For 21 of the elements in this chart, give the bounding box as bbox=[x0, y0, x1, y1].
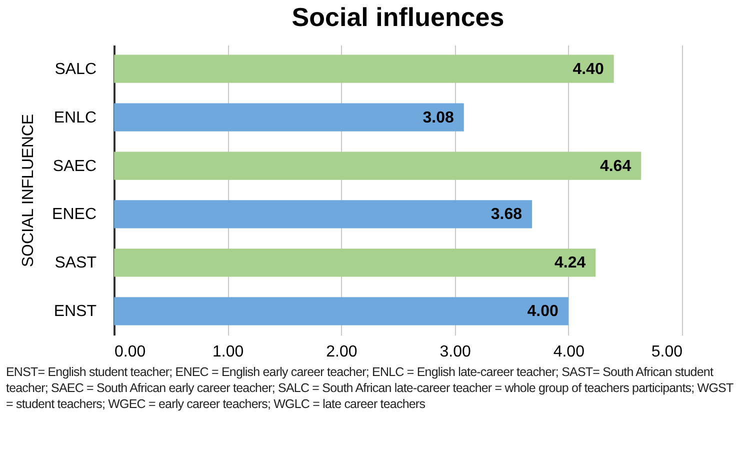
x-tick-label: 1.00 bbox=[212, 344, 244, 360]
y-tick-label: ENLC bbox=[54, 109, 96, 126]
y-tick-label: ENEC bbox=[52, 206, 96, 224]
y-tick-label: SAST bbox=[54, 254, 97, 272]
y-tick-label: SALC bbox=[54, 60, 96, 78]
data-label: 4.24 bbox=[554, 254, 586, 272]
data-label: 4.00 bbox=[527, 303, 558, 320]
data-label: 4.64 bbox=[600, 158, 632, 175]
y-axis-title: SOCIAL INFLUENCE bbox=[20, 114, 38, 268]
data-label: 3.68 bbox=[490, 206, 522, 224]
y-tick-label: SAEC bbox=[52, 158, 96, 175]
text: ENST= English student teacher; ENEC = English early career teacher; ENLC = English late-career teacher; SAST= South African student teacher; SAEC = South African early career teacher; SALC = South African late-career teacher = whole group of teachers participants; WGST = student teachers; WGEC = early career teachers; WGLC = late career teachers bbox=[6, 364, 733, 412]
x-tick-label: 4.00 bbox=[553, 344, 585, 360]
y-tick-label: ENST bbox=[54, 303, 97, 320]
x-tick-label: 2.00 bbox=[326, 344, 358, 360]
chart-title: Social influences bbox=[292, 2, 504, 32]
data-label: 4.40 bbox=[572, 60, 604, 78]
x-tick-label: 3.00 bbox=[440, 344, 471, 360]
x-tick-label: 5.00 bbox=[651, 344, 683, 360]
data-label: 3.08 bbox=[422, 109, 454, 126]
x-tick-label: 0.00 bbox=[114, 344, 146, 360]
